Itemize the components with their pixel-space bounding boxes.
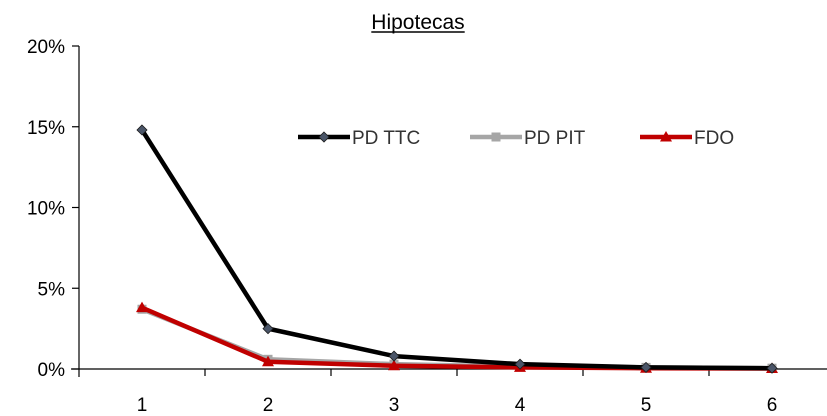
axes: 0% 5% 10% 15% 20% 1 2 3 4 5 6 — [27, 37, 827, 416]
data-point-pd-ttc — [388, 350, 400, 362]
legend: PD TTC PD PIT FDO — [298, 128, 734, 149]
data-point-pd-ttc — [640, 361, 652, 373]
x-tick-label: 1 — [137, 395, 148, 416]
x-tick-label: 5 — [641, 395, 652, 416]
chart-title: Hipotecas — [371, 11, 464, 34]
x-tick-label: 3 — [389, 395, 400, 416]
legend-item-pd-ttc: PD TTC — [298, 128, 420, 149]
data-point-pd-ttc — [514, 358, 526, 370]
y-tick-label: 5% — [38, 279, 66, 300]
data-point-pd-ttc — [262, 323, 274, 335]
legend-swatch-marker — [318, 131, 330, 143]
data-point-fdo — [388, 359, 400, 371]
series-line-pd-ttc — [140, 128, 773, 371]
data-point-fdo — [262, 355, 274, 367]
data-point-fdo — [136, 301, 148, 313]
y-tick-label: 15% — [27, 118, 65, 139]
x-tick-label: 4 — [515, 395, 526, 416]
series-pd-ttc — [136, 124, 778, 374]
data-point-pd-ttc — [766, 362, 778, 374]
series-lines — [136, 124, 778, 374]
y-tick-label: 0% — [38, 360, 66, 381]
series-pd-pit — [137, 304, 777, 373]
legend-swatch-marker — [660, 131, 672, 142]
legend-label: FDO — [694, 128, 734, 149]
legend-item-pd-pit: PD PIT — [470, 128, 586, 149]
legend-item-fdo: FDO — [640, 128, 734, 149]
y-tick-label: 10% — [27, 199, 65, 220]
y-tick-label: 20% — [27, 37, 65, 58]
legend-label: PD TTC — [352, 128, 420, 149]
x-tick-label: 6 — [767, 395, 778, 416]
chart-title-group: Hipotecas — [371, 11, 465, 34]
legend-label: PD PIT — [524, 128, 586, 149]
x-tick-label: 2 — [263, 395, 274, 416]
legend-swatch-marker — [491, 132, 501, 142]
data-point-pd-ttc — [136, 124, 148, 136]
